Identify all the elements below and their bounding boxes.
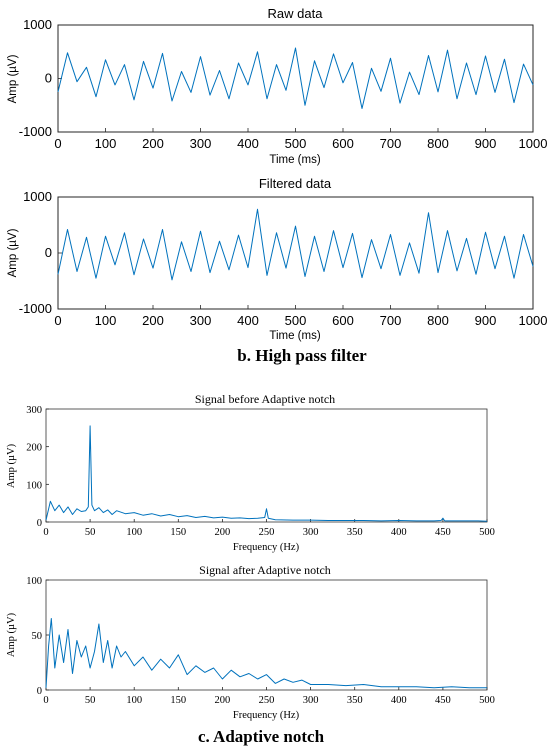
x-tick-label: 400 bbox=[391, 527, 407, 538]
x-tick-label: 100 bbox=[126, 695, 142, 706]
x-tick-label: 400 bbox=[237, 313, 259, 328]
tick-group: 0 50 100 150 200 250 300 350 400 450 500 300 200 100 0 bbox=[26, 405, 495, 538]
y-tick-label: -1000 bbox=[19, 124, 52, 139]
x-axis-label: Frequency (Hz) bbox=[233, 542, 300, 553]
x-tick-label: 350 bbox=[347, 695, 363, 706]
x-tick-label: 800 bbox=[427, 136, 449, 151]
x-tick-label: 250 bbox=[259, 695, 275, 706]
x-tick-label: 200 bbox=[142, 136, 164, 151]
y-tick-label: -1000 bbox=[19, 301, 52, 316]
x-tick-label: 500 bbox=[479, 695, 495, 706]
x-tick-label: 250 bbox=[259, 527, 275, 538]
x-tick-label: 450 bbox=[435, 695, 451, 706]
chart-filtered-data: Filtered data Amp (µV) Time (ms) 0 100 200… bbox=[7, 176, 547, 342]
y-tick-label: 100 bbox=[26, 480, 42, 491]
y-tick-label: 1000 bbox=[23, 17, 52, 32]
y-axis-label: Amp (µV) bbox=[7, 228, 19, 277]
x-tick-label: 500 bbox=[285, 313, 307, 328]
y-axis-label: Amp (µV) bbox=[6, 612, 17, 657]
data-line bbox=[57, 47, 534, 109]
y-tick-label: 300 bbox=[26, 405, 42, 416]
x-tick-label: 500 bbox=[479, 527, 495, 538]
y-tick-label: 0 bbox=[37, 518, 42, 529]
x-tick-label: 100 bbox=[95, 136, 117, 151]
y-tick-label: 0 bbox=[45, 71, 52, 86]
x-tick-label: 350 bbox=[347, 527, 363, 538]
chart-title: Signal before Adaptive notch bbox=[195, 392, 335, 406]
x-tick-label: 600 bbox=[332, 313, 354, 328]
data-line bbox=[45, 425, 488, 522]
y-axis-label: Amp (µV) bbox=[7, 54, 19, 103]
x-axis-label: Time (ms) bbox=[269, 330, 320, 342]
x-tick-label: 400 bbox=[391, 695, 407, 706]
x-tick-label: 800 bbox=[427, 313, 449, 328]
data-line bbox=[45, 618, 487, 689]
y-tick-label: 1000 bbox=[23, 189, 52, 204]
x-tick-label: 700 bbox=[380, 313, 402, 328]
x-tick-label: 400 bbox=[237, 136, 259, 151]
x-tick-label: 200 bbox=[142, 313, 164, 328]
plot-frame bbox=[45, 579, 488, 691]
x-tick-label: 300 bbox=[303, 527, 319, 538]
chart-before-notch: Signal before Adaptive notch Amp (µV) Fr… bbox=[6, 392, 495, 553]
chart-title: Signal after Adaptive notch bbox=[199, 563, 331, 577]
y-tick-label: 50 bbox=[32, 631, 43, 642]
x-tick-label: 100 bbox=[95, 313, 117, 328]
y-tick-label: 0 bbox=[37, 686, 42, 697]
x-axis-label: Frequency (Hz) bbox=[233, 710, 300, 721]
chart-after-notch: Signal after Adaptive notch Amp (µV) Fre… bbox=[6, 563, 495, 721]
x-tick-label: 200 bbox=[215, 527, 231, 538]
x-tick-label: 300 bbox=[303, 695, 319, 706]
x-tick-label: 200 bbox=[215, 695, 231, 706]
x-tick-label: 0 bbox=[54, 136, 61, 151]
x-tick-label: 100 bbox=[126, 527, 142, 538]
x-tick-label: 450 bbox=[435, 527, 451, 538]
y-tick-label: 200 bbox=[26, 443, 42, 454]
y-tick-label: 0 bbox=[45, 245, 52, 260]
x-tick-label: 50 bbox=[85, 695, 96, 706]
x-tick-label: 150 bbox=[170, 527, 186, 538]
x-tick-label: 1000 bbox=[519, 136, 548, 151]
tick-group: 0 100 200 300 400 500 600 700 800 900 100010000-10… bbox=[19, 189, 548, 328]
chart-raw-data: Raw data Amp (µV) Time (ms) 0 100 200 300 40… bbox=[7, 6, 547, 166]
x-tick-label: 50 bbox=[85, 527, 96, 538]
chart-title: Filtered data bbox=[259, 176, 332, 191]
x-tick-label: 600 bbox=[332, 136, 354, 151]
data-line bbox=[57, 208, 534, 281]
tick-group: 0 100 200 300 400 500 600 700 800 900 100010000-10… bbox=[19, 17, 548, 151]
plot-frame bbox=[45, 408, 488, 523]
x-tick-label: 500 bbox=[285, 136, 307, 151]
chart-title: Raw data bbox=[268, 6, 324, 21]
x-tick-label: 1000 bbox=[519, 313, 548, 328]
x-tick-label: 150 bbox=[170, 695, 186, 706]
x-axis-label: Time (ms) bbox=[269, 154, 320, 166]
x-tick-label: 0 bbox=[43, 695, 48, 706]
caption-adaptive-notch: c. Adaptive notch bbox=[198, 727, 325, 746]
plot-frame bbox=[57, 24, 534, 133]
y-tick-label: 100 bbox=[26, 576, 42, 587]
x-tick-label: 300 bbox=[190, 136, 212, 151]
x-tick-label: 900 bbox=[475, 313, 497, 328]
x-tick-label: 0 bbox=[54, 313, 61, 328]
x-tick-label: 900 bbox=[475, 136, 497, 151]
x-tick-label: 300 bbox=[190, 313, 212, 328]
x-tick-label: 0 bbox=[43, 527, 48, 538]
x-tick-label: 700 bbox=[380, 136, 402, 151]
y-axis-label: Amp (µV) bbox=[6, 443, 17, 488]
caption-high-pass: b. High pass filter bbox=[237, 346, 367, 365]
